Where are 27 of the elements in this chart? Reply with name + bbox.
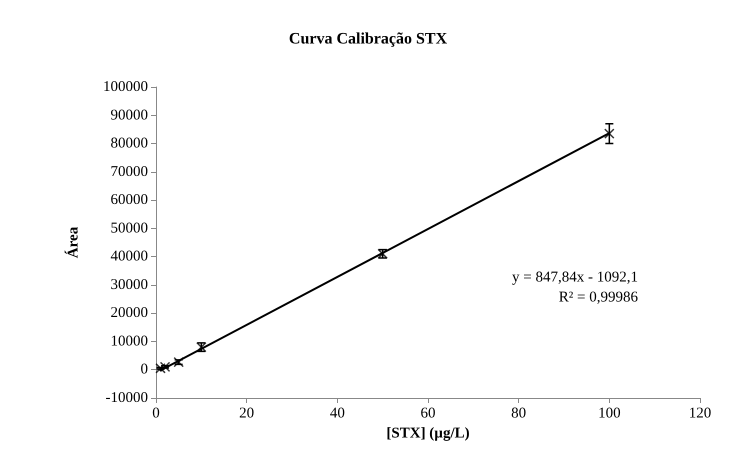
point <box>155 363 166 374</box>
x-tick-label: 60 <box>420 406 436 422</box>
y-tick-label: 0 <box>140 362 148 378</box>
y-tick-label: 20000 <box>110 305 148 322</box>
y-tick-label: 10000 <box>110 333 148 350</box>
x-tick-label: 80 <box>511 406 526 422</box>
y-tick-label: 40000 <box>110 248 148 265</box>
y-tick-label: -10000 <box>106 390 148 406</box>
annotation: R² = 0,99986 <box>558 290 638 306</box>
y-axis-title: Área <box>64 226 82 258</box>
x-tick-label: 40 <box>330 406 345 422</box>
y-tick-label: 70000 <box>110 164 148 180</box>
x-tick-label: 100 <box>598 406 621 422</box>
annotation: y = 847,84x - 1092,1 <box>512 270 638 286</box>
chart-title: Curva Calibração STX <box>288 30 448 48</box>
y-tick-label: 90000 <box>110 107 148 124</box>
x-axis-title: [STX] (µg/L) <box>386 426 470 442</box>
x-tick-label: 120 <box>688 406 712 422</box>
y-tick-label: 100000 <box>103 79 148 95</box>
point <box>173 356 184 368</box>
y-tick-label: 30000 <box>110 276 148 293</box>
x-tick-label: 20 <box>239 406 254 422</box>
y-tick-label: 50000 <box>110 220 148 236</box>
y-tick-label: 80000 <box>110 136 148 152</box>
x-tick-label: 0 <box>152 406 160 422</box>
y-tick-label: 60000 <box>110 192 148 208</box>
point <box>604 128 615 139</box>
